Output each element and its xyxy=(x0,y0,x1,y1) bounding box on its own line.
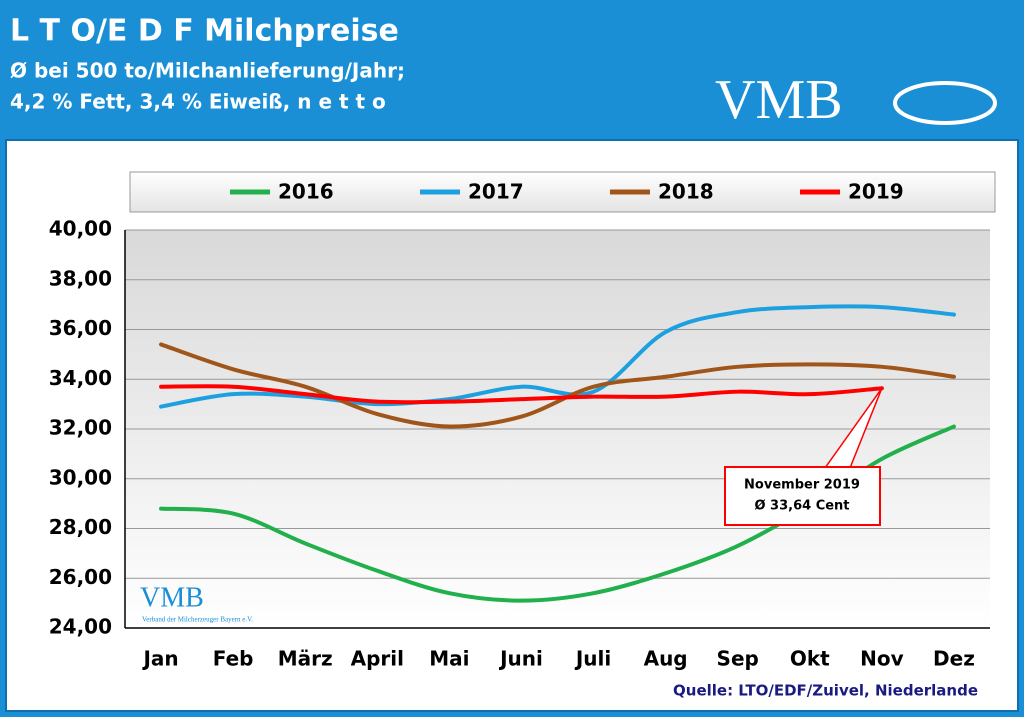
y-tick-label: 24,00 xyxy=(49,615,112,639)
legend-label: 2017 xyxy=(468,180,524,204)
x-tick-label: April xyxy=(351,647,404,671)
annotation-text: Ø 33,64 Cent xyxy=(754,499,849,514)
subtitle: Ø bei 500 to/Milchanlieferung/Jahr; xyxy=(10,59,405,83)
subtitle: 4,2 % Fett, 3,4 % Eiweiß, n e t t o xyxy=(10,90,386,114)
watermark-logo: VMB xyxy=(140,582,204,613)
watermark-text: Verband der Milcherzeuger Bayern e.V. xyxy=(142,616,253,624)
x-tick-label: Dez xyxy=(933,647,975,671)
line-series xyxy=(159,384,884,405)
annotation-box xyxy=(724,466,881,526)
line-series xyxy=(159,342,956,429)
y-tick-label: 32,00 xyxy=(49,416,112,440)
y-tick-label: 30,00 xyxy=(49,465,112,489)
legend-label: 2016 xyxy=(278,180,334,204)
y-tick-label: 28,00 xyxy=(49,515,112,539)
x-tick-label: Mai xyxy=(429,647,469,671)
y-tick-label: 34,00 xyxy=(49,366,112,390)
logo-icon xyxy=(893,81,997,125)
x-tick-label: Juli xyxy=(574,647,611,671)
x-tick-label: Juni xyxy=(498,647,543,671)
y-tick-label: 38,00 xyxy=(49,266,112,290)
title: L T O/E D F Milchpreise xyxy=(10,14,399,49)
x-tick-label: Aug xyxy=(644,647,688,671)
legend-label: 2019 xyxy=(848,180,904,204)
x-tick-label: Nov xyxy=(860,647,904,671)
y-tick-label: 40,00 xyxy=(49,217,112,241)
line-series xyxy=(159,304,956,409)
x-tick-label: Jan xyxy=(141,647,178,671)
legend-label: 2018 xyxy=(658,180,714,204)
logo: VMB xyxy=(715,69,843,131)
x-tick-label: März xyxy=(278,647,333,671)
y-tick-label: 36,00 xyxy=(49,316,112,340)
annotation-text: November 2019 xyxy=(744,478,860,493)
y-tick-label: 26,00 xyxy=(49,565,112,589)
source: Quelle: LTO/EDF/Zuivel, Niederlande xyxy=(673,682,978,700)
x-tick-label: Okt xyxy=(790,647,830,671)
legend-box xyxy=(129,171,996,213)
x-tick-label: Sep xyxy=(717,647,759,671)
x-tick-label: Feb xyxy=(213,647,254,671)
